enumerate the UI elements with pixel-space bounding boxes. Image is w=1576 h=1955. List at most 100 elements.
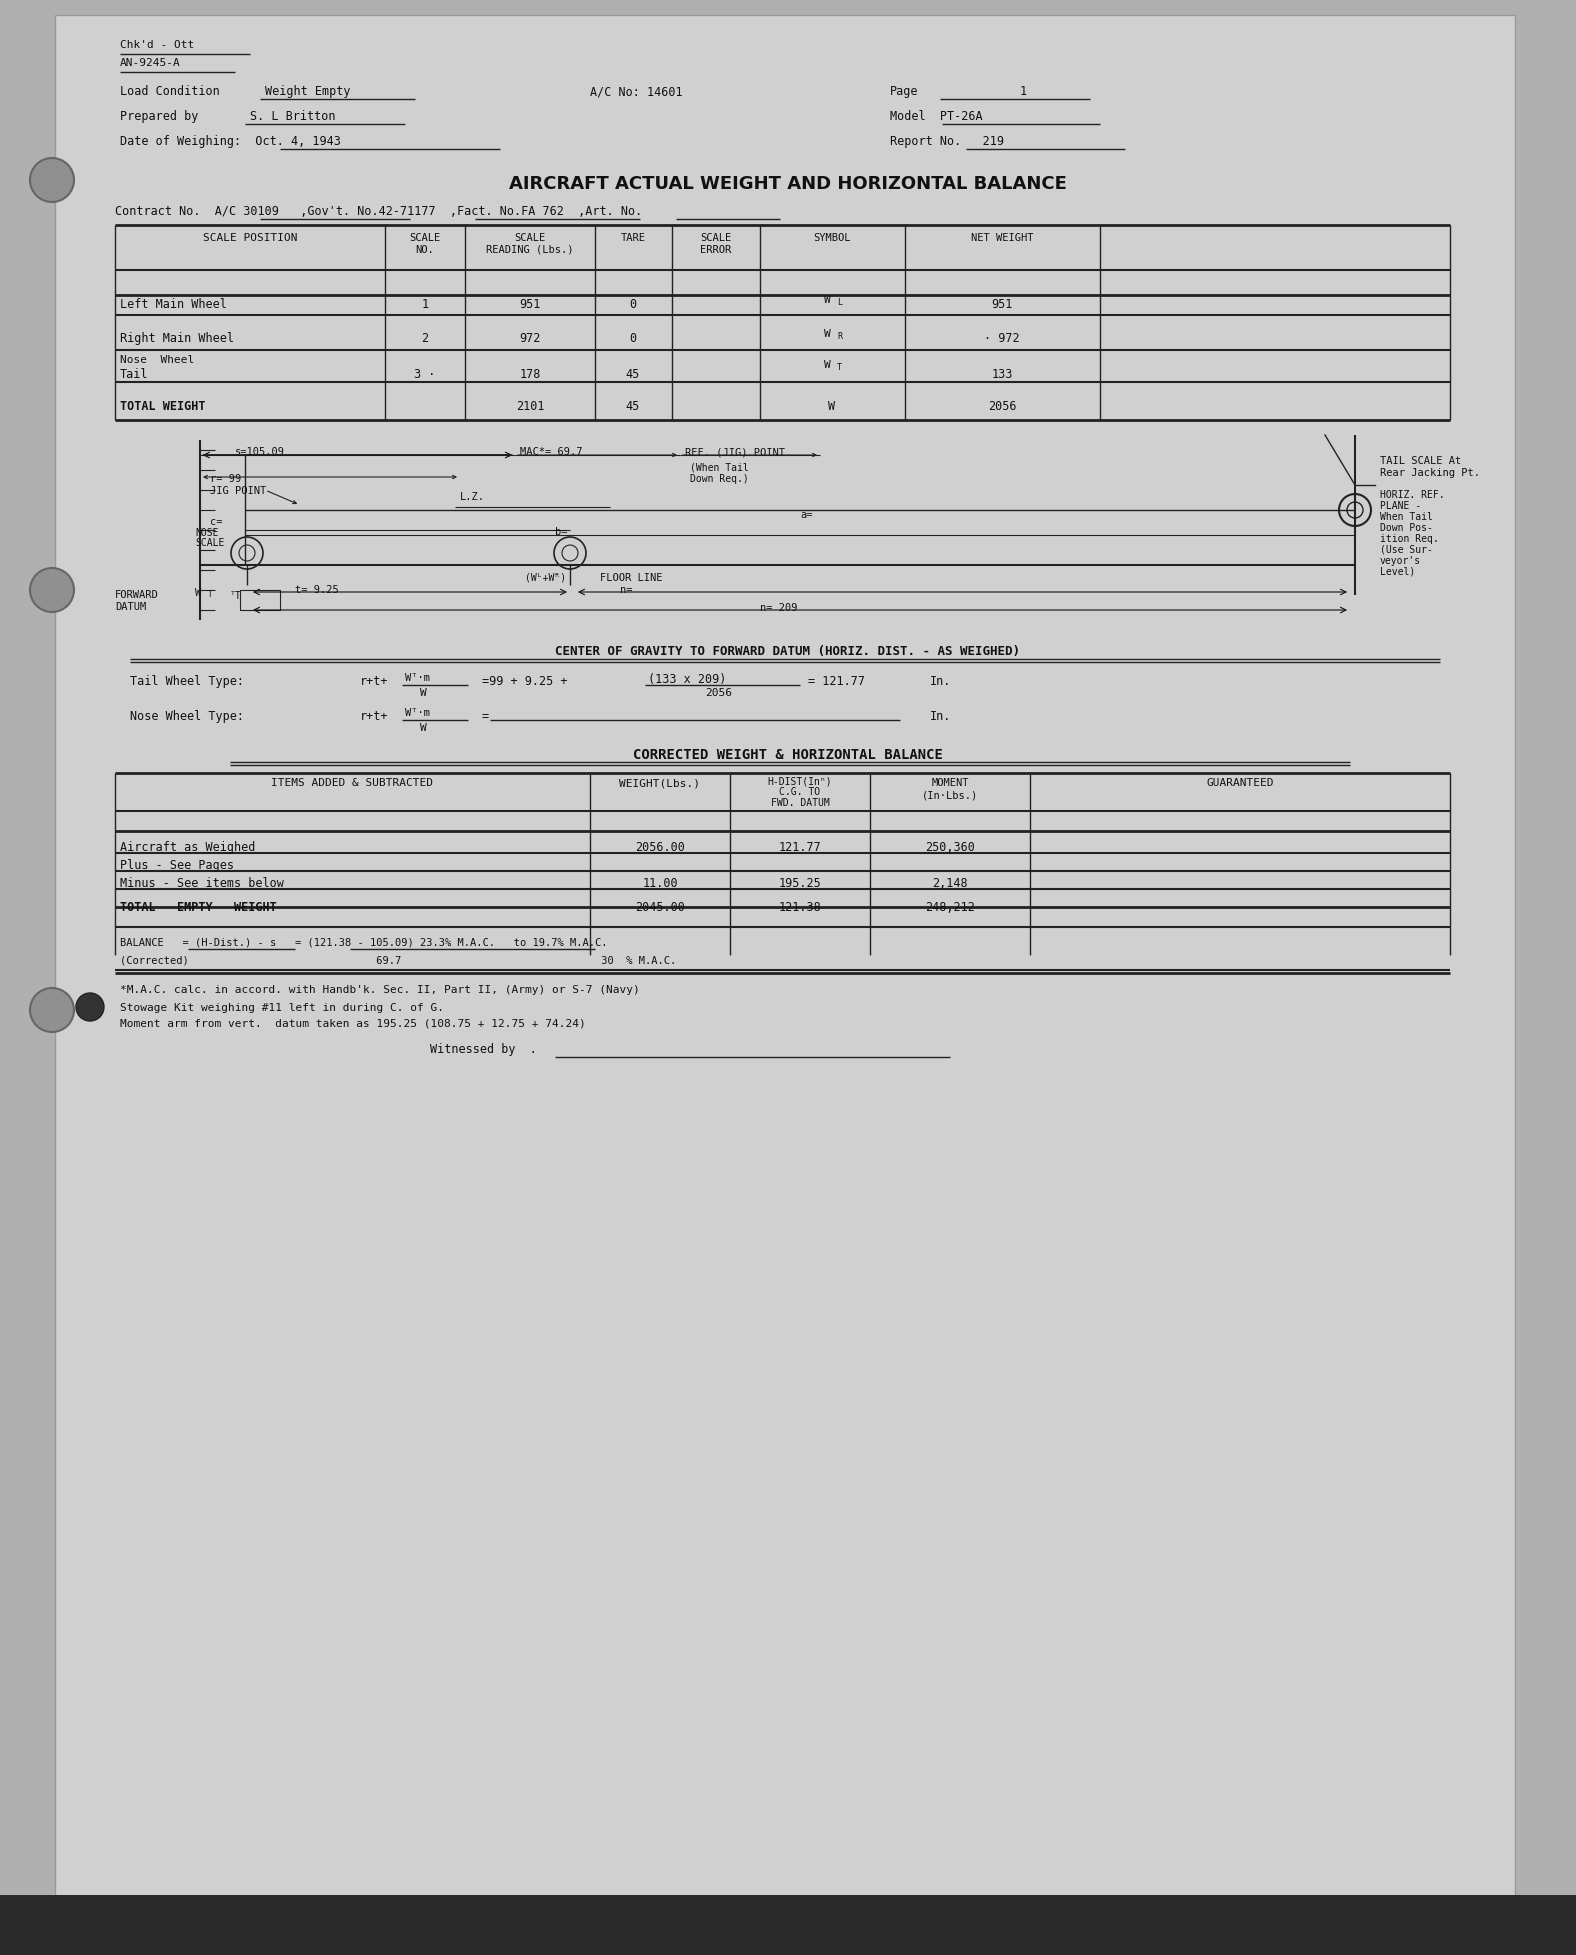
Circle shape [76,993,104,1021]
Text: (Wᴸ+Wᴿ): (Wᴸ+Wᴿ) [525,573,566,583]
Text: GUARANTEED: GUARANTEED [1206,778,1273,788]
Text: Minus - See items below: Minus - See items below [120,878,284,890]
Text: TOTAL   EMPTY   WEIGHT: TOTAL EMPTY WEIGHT [120,901,277,915]
Text: Chk'd - Ott: Chk'd - Ott [120,39,194,51]
Text: Right Main Wheel: Right Main Wheel [120,332,233,344]
Text: Aircraft as Weighed: Aircraft as Weighed [120,841,255,854]
Text: 3 ·: 3 · [414,368,435,381]
Text: (In·Lbs.): (In·Lbs.) [922,792,979,802]
Text: JIG POINT: JIG POINT [210,487,266,497]
Text: CORRECTED WEIGHT & HORIZONTAL BALANCE: CORRECTED WEIGHT & HORIZONTAL BALANCE [634,749,942,762]
Text: (When Tail: (When Tail [690,461,749,471]
Text: L: L [837,297,842,307]
Text: C.G. TO: C.G. TO [780,788,821,798]
Text: S. L Britton: S. L Britton [251,109,336,123]
Text: 0: 0 [629,297,637,311]
Text: W: W [829,401,835,413]
Text: 178: 178 [520,368,541,381]
Text: HORIZ. REF.: HORIZ. REF. [1381,491,1445,500]
Text: c=: c= [210,516,222,528]
Text: In.: In. [930,674,952,688]
Text: Stowage Kit weighing #11 left in during C. of G.: Stowage Kit weighing #11 left in during … [120,1003,444,1013]
Text: TOTAL WEIGHT: TOTAL WEIGHT [120,401,205,413]
Text: 11.00: 11.00 [641,878,678,890]
Text: 45: 45 [626,368,640,381]
Text: r+t+: r+t+ [359,674,389,688]
Text: W: W [419,723,427,733]
Text: Left Main Wheel: Left Main Wheel [120,297,227,311]
Text: 133: 133 [991,368,1013,381]
Text: FWD. DATUM: FWD. DATUM [771,798,829,807]
Text: AN-9245-A: AN-9245-A [120,59,181,68]
Text: W: W [824,295,831,305]
Text: 2056.00: 2056.00 [635,841,686,854]
Text: 972: 972 [520,332,541,344]
Text: In.: In. [930,710,952,723]
Text: Date of Weighing:  Oct. 4, 1943: Date of Weighing: Oct. 4, 1943 [120,135,340,149]
Text: Page: Page [890,84,919,98]
Text: 1: 1 [1020,84,1028,98]
Text: DATUM: DATUM [115,602,147,612]
Text: Wᵀ·m: Wᵀ·m [405,673,430,682]
Text: veyor's: veyor's [1381,555,1422,567]
Text: 2,148: 2,148 [931,878,968,890]
Text: SCALE: SCALE [195,538,224,547]
Text: ITEMS ADDED & SUBTRACTED: ITEMS ADDED & SUBTRACTED [271,778,433,788]
Text: 0: 0 [629,332,637,344]
Text: SCALE
NO.: SCALE NO. [410,233,441,254]
Text: = 121.77: = 121.77 [808,674,865,688]
Text: 195.25: 195.25 [779,878,821,890]
Text: n= 209: n= 209 [760,602,797,614]
Text: 1: 1 [421,297,429,311]
Text: (Use Sur-: (Use Sur- [1381,545,1433,555]
Text: (Corrected)                              69.7                                30 : (Corrected) 69.7 30 [120,954,676,966]
Text: Tail: Tail [120,368,148,381]
Text: Rear Jacking Pt.: Rear Jacking Pt. [1381,467,1480,479]
Text: REF. (JIG) POINT: REF. (JIG) POINT [686,448,785,457]
Text: AIRCRAFT ACTUAL WEIGHT AND HORIZONTAL BALANCE: AIRCRAFT ACTUAL WEIGHT AND HORIZONTAL BA… [509,176,1067,194]
Text: L.Z.: L.Z. [460,493,485,502]
Bar [0,1894,1576,1955]
Text: W: W [419,688,427,698]
Text: T: T [837,364,842,371]
Text: Report No.   219: Report No. 219 [890,135,1004,149]
Text: 2045.00: 2045.00 [635,901,686,915]
Text: s=105.09: s=105.09 [235,448,285,457]
Text: ition Req.: ition Req. [1381,534,1439,543]
Bar [240,590,281,610]
Text: a=: a= [801,510,813,520]
Text: SYMBOL: SYMBOL [813,233,851,242]
Text: Plus - See Pages: Plus - See Pages [120,858,233,872]
Text: W: W [824,360,831,369]
Text: Contract No.  A/C 30109   ,Gov't. No.42-71177  ,Fact. No.FA 762  ,Art. No.: Contract No. A/C 30109 ,Gov't. No.42-711… [115,205,643,219]
Text: (133 x 209): (133 x 209) [648,673,727,686]
Text: Model  PT-26A: Model PT-26A [890,109,982,123]
Text: TAIL SCALE At: TAIL SCALE At [1381,456,1461,465]
Text: R: R [837,332,842,340]
Text: 248,212: 248,212 [925,901,976,915]
Text: MOMENT: MOMENT [931,778,969,788]
Text: MAC*= 69.7: MAC*= 69.7 [520,448,583,457]
Circle shape [30,158,74,201]
Text: 2056: 2056 [988,401,1017,413]
Text: r+t+: r+t+ [359,710,389,723]
Text: A/C No: 14601: A/C No: 14601 [589,84,682,98]
Text: SCALE POSITION: SCALE POSITION [203,233,298,242]
Text: NOSE: NOSE [195,528,219,538]
Text: WEIGHT(Lbs.): WEIGHT(Lbs.) [619,778,700,788]
Text: Wᵀ·m: Wᵀ·m [405,708,430,717]
Text: SCALE
READING (Lbs.): SCALE READING (Lbs.) [487,233,574,254]
Text: b=: b= [555,528,567,538]
Text: Down Req.): Down Req.) [690,473,749,485]
Text: Weight Empty: Weight Empty [265,84,350,98]
Text: =99 + 9.25 +: =99 + 9.25 + [482,674,567,688]
Text: TARE: TARE [621,233,646,242]
Text: Nose Wheel Type:: Nose Wheel Type: [129,710,244,723]
Text: When Tail: When Tail [1381,512,1433,522]
Text: 951: 951 [520,297,541,311]
Text: CENTER OF GRAVITY TO FORWARD DATUM (HORIZ. DIST. - AS WEIGHED): CENTER OF GRAVITY TO FORWARD DATUM (HORI… [555,645,1021,659]
Text: Witnessed by  .: Witnessed by . [430,1044,537,1056]
Text: 45: 45 [626,401,640,413]
Text: Prepared by: Prepared by [120,109,199,123]
Text: n=: n= [619,585,632,594]
